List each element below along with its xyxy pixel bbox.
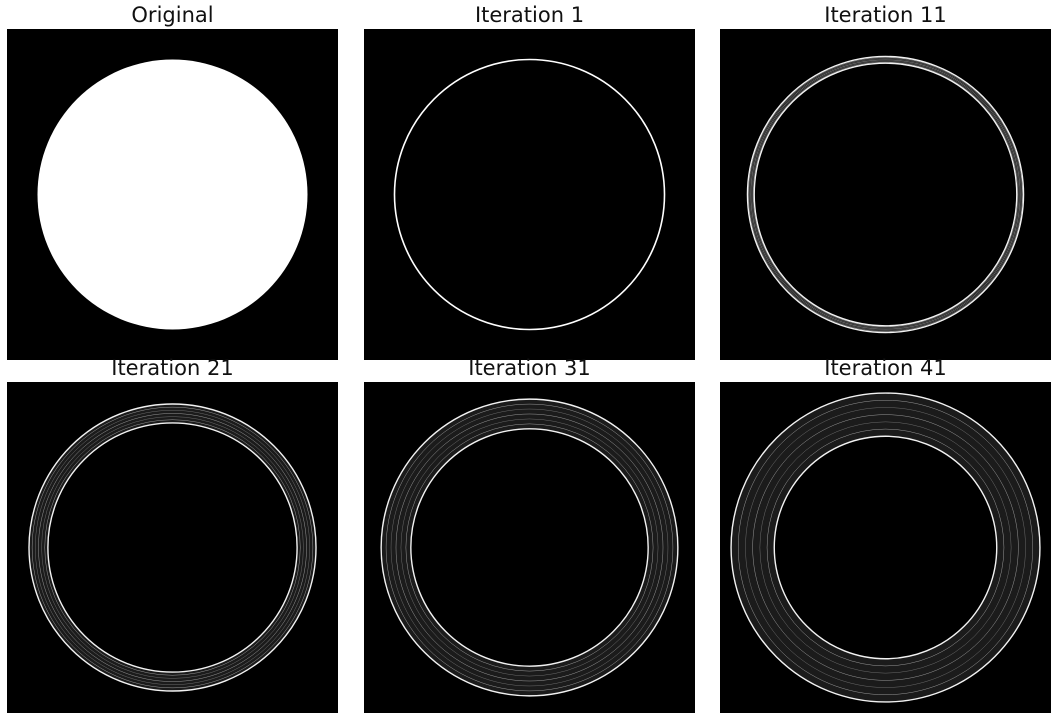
panel-title: Iteration 41: [824, 356, 947, 380]
band-ring: [400, 418, 659, 677]
band-ring: [749, 58, 1022, 331]
inner-contour: [753, 62, 1018, 327]
original-disk-image: [7, 29, 338, 360]
band-ring: [759, 421, 1012, 674]
outer-contour: [28, 403, 317, 692]
band-ring: [405, 423, 654, 672]
image-background: [364, 29, 695, 360]
outer-contour: [380, 398, 679, 697]
band-ring: [41, 416, 304, 679]
image-background: [720, 29, 1051, 360]
iteration-31-image: [364, 382, 695, 713]
band-ring: [751, 60, 1020, 329]
image-background: [7, 382, 338, 713]
iteration-41-image: [720, 382, 1051, 713]
inner-contour: [410, 428, 649, 667]
circle-outline: [393, 58, 666, 331]
image-background: [720, 382, 1051, 713]
inner-contour: [773, 435, 998, 660]
band-ring: [385, 403, 674, 692]
band-ring: [38, 413, 307, 682]
panel-title: Iteration 11: [824, 3, 947, 27]
band-ring: [752, 61, 1019, 328]
band-ring: [738, 400, 1033, 695]
band-ring: [766, 428, 1005, 667]
panel-title: Iteration 1: [474, 3, 585, 27]
white-disk: [37, 59, 308, 330]
band-ring: [750, 59, 1021, 330]
iteration-1-image: [364, 29, 695, 360]
outer-contour: [746, 55, 1025, 334]
panel-title: Iteration 31: [468, 356, 591, 380]
band-ring: [390, 408, 669, 687]
iteration-11-image: [720, 29, 1051, 360]
band-ring: [395, 413, 664, 682]
band-ring: [748, 57, 1023, 332]
panel-title: Iteration 21: [111, 356, 234, 380]
inner-contour: [47, 422, 298, 673]
band-ring: [44, 419, 301, 676]
band-ring: [31, 406, 314, 689]
outer-contour: [730, 392, 1041, 703]
band-ring: [745, 407, 1026, 688]
iteration-21-image: [7, 382, 338, 713]
image-background: [364, 382, 695, 713]
band-ring: [752, 414, 1019, 681]
band-ring: [35, 410, 310, 685]
panel-title: Original: [131, 3, 214, 27]
